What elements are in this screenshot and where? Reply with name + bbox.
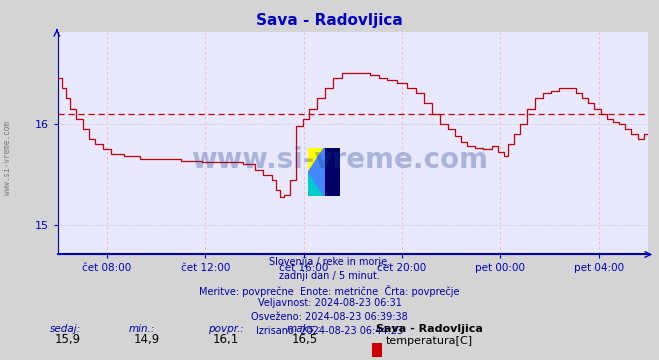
Text: zadnji dan / 5 minut.: zadnji dan / 5 minut. [279,271,380,281]
Text: 16,1: 16,1 [213,333,239,346]
Text: Izrisano: 2024-08-23 06:44:23: Izrisano: 2024-08-23 06:44:23 [256,326,403,336]
Text: Sava - Radovljica: Sava - Radovljica [376,324,482,334]
Text: Meritve: povprečne  Enote: metrične  Črta: povprečje: Meritve: povprečne Enote: metrične Črta:… [199,285,460,297]
Text: min.:: min.: [129,324,155,334]
Text: sedaj:: sedaj: [49,324,80,334]
Text: 14,9: 14,9 [134,333,160,346]
Polygon shape [308,148,324,196]
Text: 15,9: 15,9 [55,333,81,346]
Text: maks.:: maks.: [287,324,322,334]
Text: www.si-vreme.com: www.si-vreme.com [3,121,13,195]
Polygon shape [324,148,340,196]
Polygon shape [308,148,324,172]
Text: povpr.:: povpr.: [208,324,243,334]
Text: temperatura[C]: temperatura[C] [386,336,473,346]
Polygon shape [308,172,324,196]
Text: Sava - Radovljica: Sava - Radovljica [256,13,403,28]
Text: 16,5: 16,5 [292,333,318,346]
Text: Veljavnost: 2024-08-23 06:31: Veljavnost: 2024-08-23 06:31 [258,298,401,309]
Text: Osveženo: 2024-08-23 06:39:38: Osveženo: 2024-08-23 06:39:38 [251,312,408,322]
Text: www.si-vreme.com: www.si-vreme.com [191,146,488,174]
Text: Slovenija / reke in morje.: Slovenija / reke in morje. [269,257,390,267]
